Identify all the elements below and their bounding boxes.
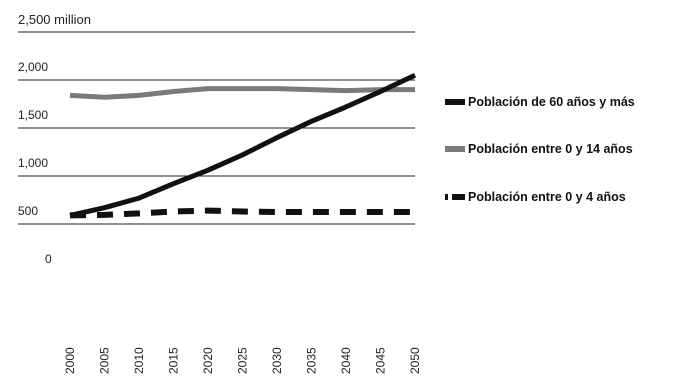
legend-label-0-14: Población entre 0 y 14 años bbox=[468, 142, 633, 156]
y-tick-label: 500 bbox=[18, 204, 38, 218]
series-line-2 bbox=[69, 207, 415, 219]
x-tick-label: 2050 bbox=[408, 347, 422, 374]
x-tick-label: 2020 bbox=[201, 347, 215, 374]
y-tick-labels: 0 500 1,000 1,500 2,000 bbox=[18, 60, 52, 266]
series-lines bbox=[69, 72, 417, 219]
x-tick-labels: 2000 2005 2010 2015 2020 2025 2030 2035 2040 2045… bbox=[63, 347, 422, 374]
x-tick-label: 2010 bbox=[132, 347, 146, 374]
y-tick-label: 2,000 bbox=[18, 60, 48, 74]
x-tick-label: 2035 bbox=[305, 347, 319, 374]
x-tick-label: 2000 bbox=[63, 347, 77, 374]
legend-swatch-0-4 bbox=[445, 194, 465, 200]
x-tick-label: 2005 bbox=[98, 347, 112, 374]
gridlines bbox=[18, 31, 415, 225]
legend-item-0-14: Población entre 0 y 14 años bbox=[445, 142, 633, 156]
y-tick-label: 1,000 bbox=[18, 156, 48, 170]
legend-item-0-4: Población entre 0 y 4 años bbox=[445, 190, 626, 204]
x-tick-label: 2040 bbox=[339, 347, 353, 374]
legend-swatch-0-14 bbox=[445, 146, 465, 152]
y-axis-label: 2,500 million bbox=[18, 12, 91, 27]
x-tick-label: 2030 bbox=[270, 347, 284, 374]
y-tick-label: 1,500 bbox=[18, 108, 48, 122]
x-tick-label: 2025 bbox=[236, 347, 250, 374]
series-line-1 bbox=[69, 86, 415, 100]
x-tick-label: 2045 bbox=[374, 347, 388, 374]
series-line-0 bbox=[69, 72, 417, 218]
legend-item-60-plus: Población de 60 años y más bbox=[445, 95, 635, 109]
x-tick-label: 2015 bbox=[167, 347, 181, 374]
y-tick-label: 0 bbox=[45, 252, 52, 266]
legend-label-60-plus: Población de 60 años y más bbox=[468, 95, 635, 109]
legend-swatch-60-plus bbox=[445, 99, 465, 105]
legend-label-0-4: Población entre 0 y 4 años bbox=[468, 190, 626, 204]
